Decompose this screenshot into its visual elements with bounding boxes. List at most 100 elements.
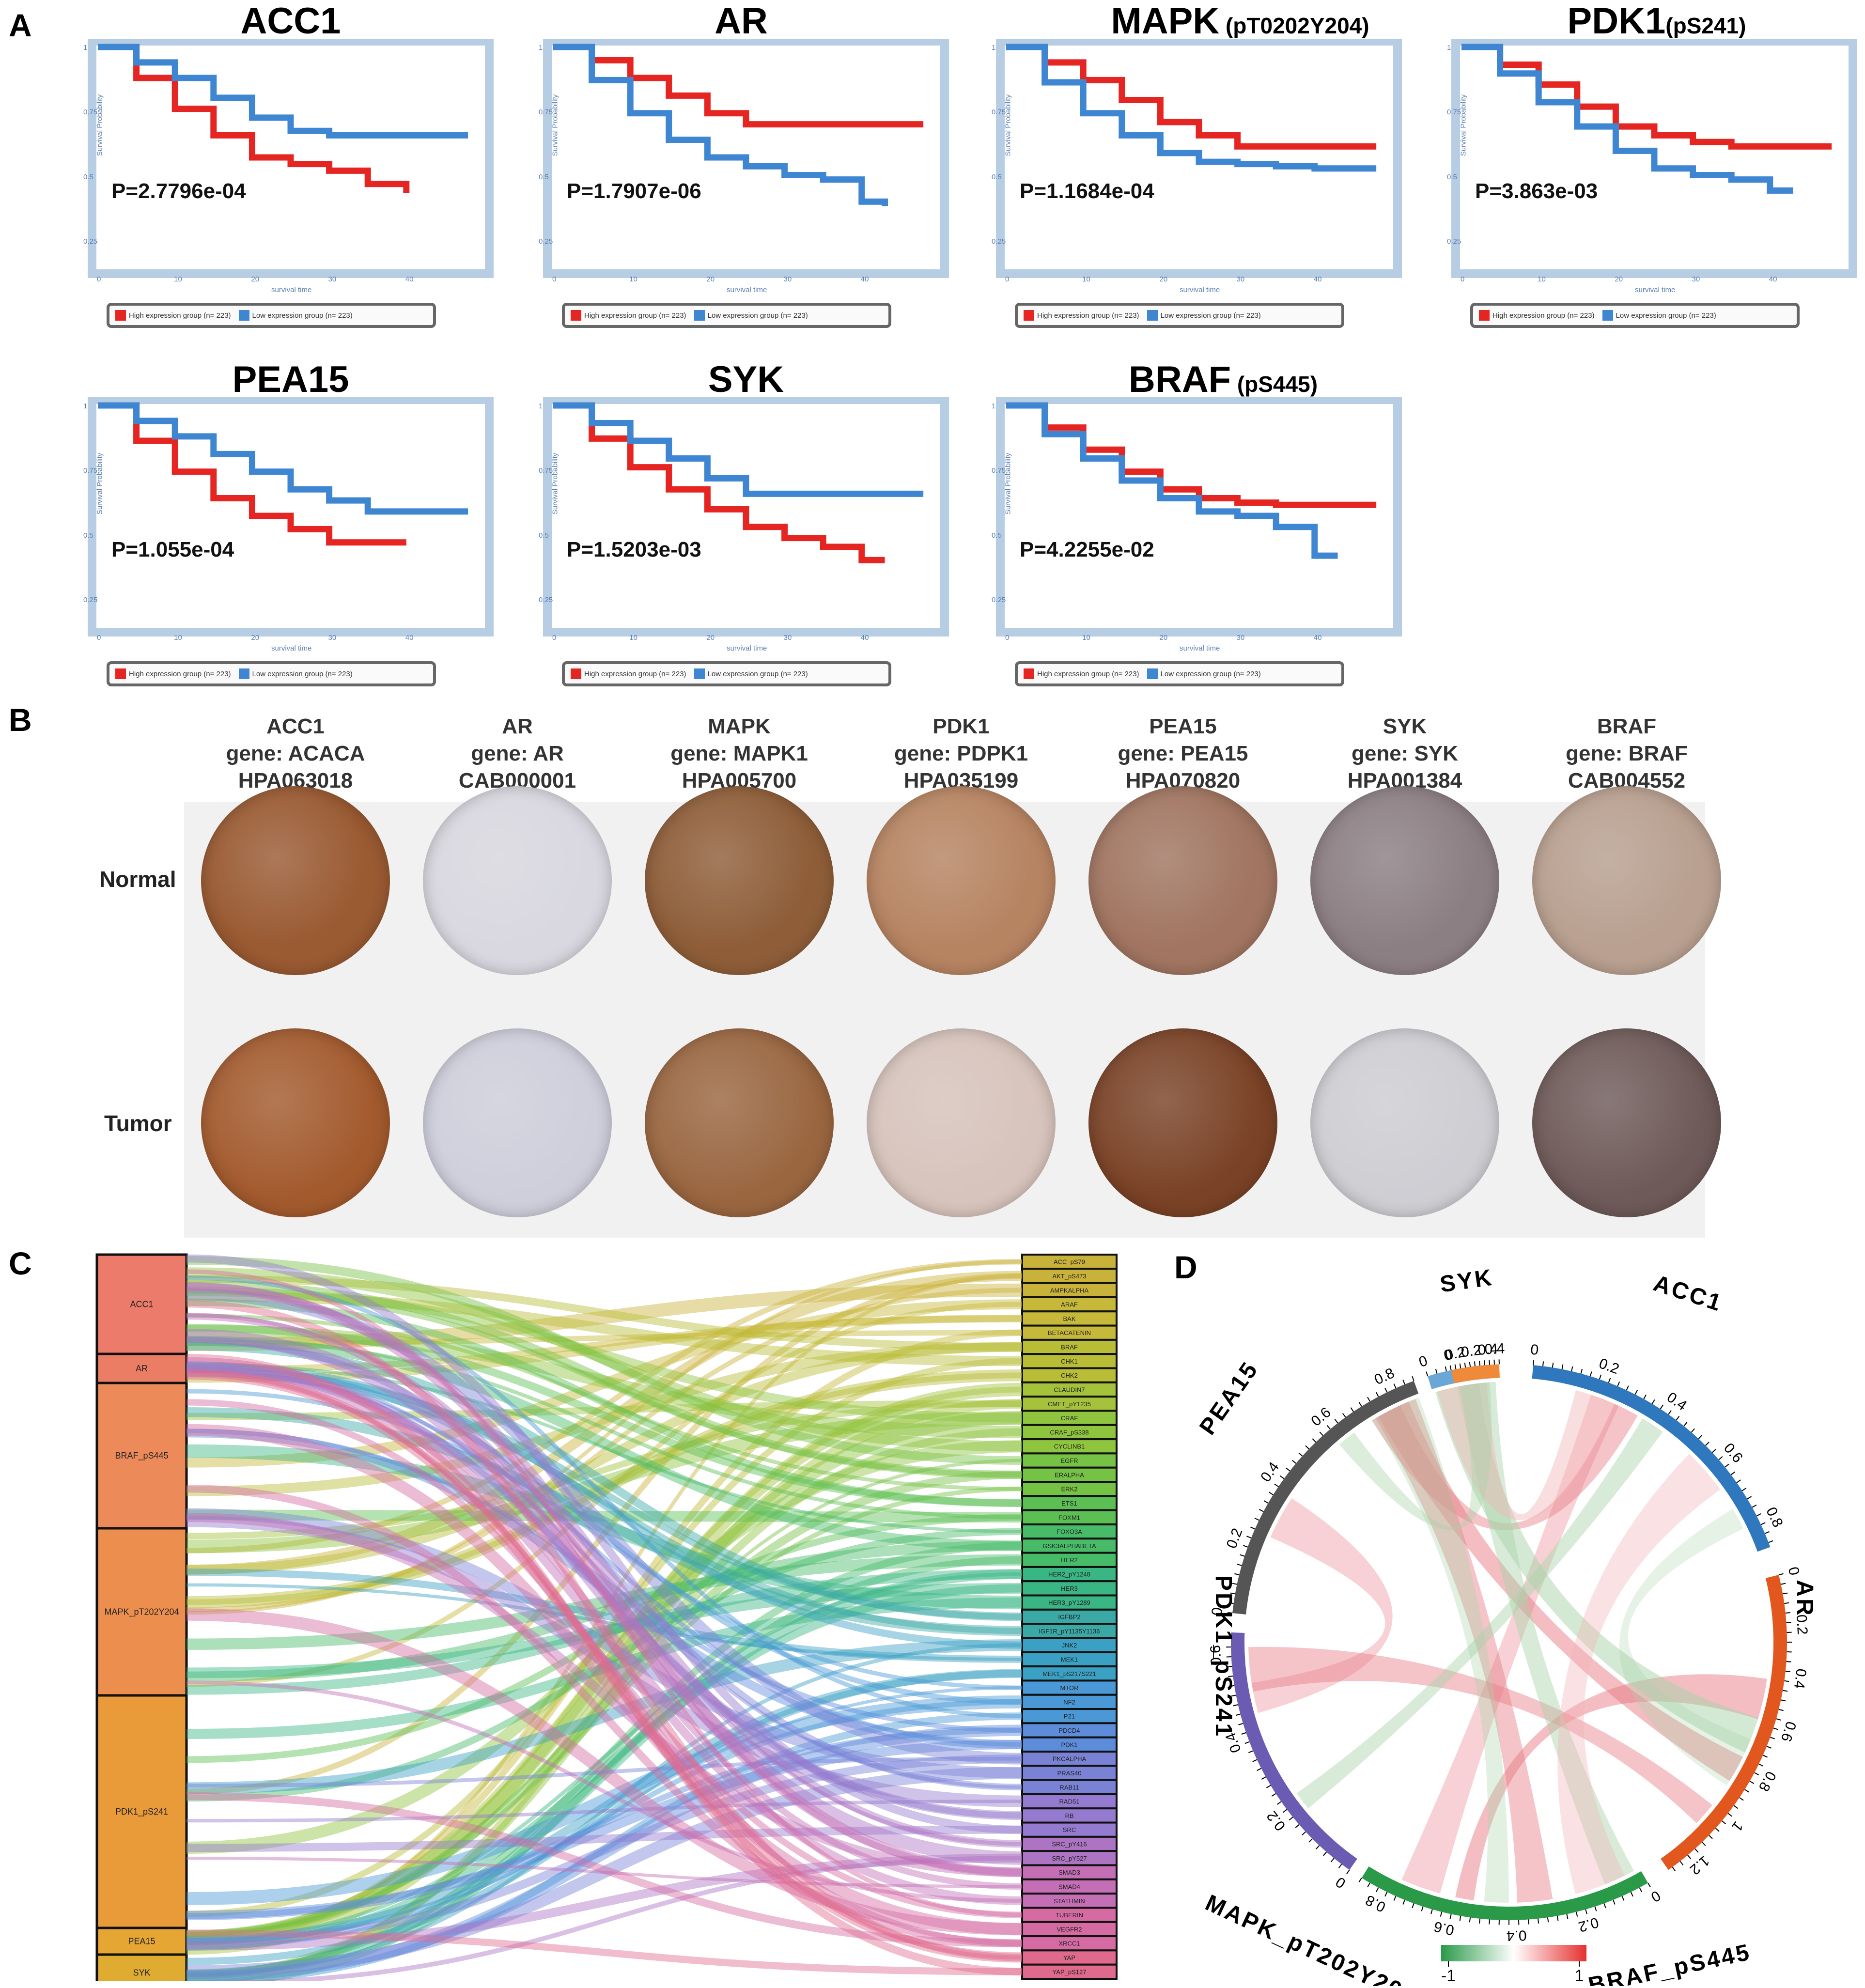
ihc-tumor-core bbox=[423, 1028, 612, 1217]
km-x-tick: 0 bbox=[1461, 275, 1465, 283]
km-title-main: AR bbox=[715, 0, 768, 42]
km-x-tick: 20 bbox=[706, 634, 715, 642]
km-plot bbox=[543, 39, 949, 278]
sankey-flow bbox=[186, 1361, 1023, 1789]
chord-tick bbox=[1308, 1838, 1313, 1843]
sankey-flow bbox=[186, 1540, 1023, 1682]
km-y-axis-label: Survival Probability bbox=[1004, 452, 1012, 515]
sankey-right-label: SRC_pY527 bbox=[1052, 1855, 1087, 1862]
sankey-flow bbox=[186, 1313, 1023, 1876]
sankey-flow bbox=[186, 1428, 1023, 1979]
chord-tick bbox=[1489, 1360, 1490, 1365]
sankey-right-node bbox=[1021, 1665, 1118, 1682]
chord-tick bbox=[1302, 1831, 1306, 1836]
sankey-right-label: JNK2 bbox=[1062, 1642, 1077, 1649]
sankey-flow bbox=[186, 1362, 1023, 1705]
chord-tick-label: 0.6 bbox=[1208, 1645, 1225, 1665]
sankey-right-label: IGFBP2 bbox=[1058, 1614, 1080, 1621]
chord-tick-label: 0.6 bbox=[1432, 1918, 1456, 1938]
chord-tick-label: 1 bbox=[1728, 1818, 1746, 1834]
chord-tick bbox=[1478, 1918, 1480, 1924]
sankey-flow bbox=[186, 1386, 1023, 1938]
chord-tick bbox=[1608, 1378, 1611, 1383]
chord-tick bbox=[1402, 1380, 1405, 1385]
chord-tick bbox=[1736, 1479, 1741, 1483]
legend-low: Low expression group (n= 223) bbox=[238, 668, 353, 679]
sankey-right-node bbox=[1021, 1438, 1118, 1455]
chord-tick bbox=[1694, 1848, 1699, 1853]
sankey-flow bbox=[186, 1329, 1023, 1865]
sankey-flow bbox=[186, 1754, 1023, 1946]
sankey-flow bbox=[186, 1554, 1023, 1650]
sankey-flow bbox=[186, 1364, 1023, 1820]
km-plot bbox=[88, 39, 494, 278]
km-x-tick: 40 bbox=[1313, 634, 1322, 642]
sankey-right-label: AMPKALPHA bbox=[1050, 1287, 1089, 1294]
sankey-right-label: FOXO3A bbox=[1057, 1528, 1082, 1536]
sankey-flow bbox=[186, 1366, 1023, 1620]
sankey-right-node bbox=[1021, 1254, 1118, 1270]
sankey-flow bbox=[186, 1583, 1023, 1661]
sankey-right-label: CLAUDIN7 bbox=[1054, 1386, 1085, 1393]
chord-tick bbox=[1647, 1882, 1651, 1888]
ihc-protein: SYK bbox=[1383, 714, 1427, 738]
sankey-right-label: CYCLINB1 bbox=[1054, 1443, 1085, 1450]
chord-ribbon bbox=[1372, 1398, 1509, 1903]
sankey-right-label: SRC bbox=[1063, 1826, 1076, 1833]
chord-tick bbox=[1412, 1903, 1414, 1909]
chord-tick bbox=[1228, 1675, 1233, 1677]
chord-tick bbox=[1621, 1895, 1625, 1901]
sankey-right-node bbox=[1021, 1452, 1118, 1469]
chord-tick bbox=[1712, 1448, 1716, 1453]
chord-ribbon bbox=[1437, 1382, 1616, 1521]
legend-text: High expression group (n= 223) bbox=[584, 669, 686, 678]
ihc-tumor-core bbox=[1532, 1028, 1721, 1217]
km-low-curve bbox=[1006, 44, 1377, 172]
chord-tick bbox=[1725, 1463, 1729, 1468]
sankey-flow bbox=[186, 1298, 1023, 1507]
chord-tick bbox=[1747, 1496, 1752, 1500]
legend-swatch bbox=[238, 668, 249, 679]
sankey-right-label: MEK1_pS217S221 bbox=[1042, 1670, 1096, 1677]
km-y-axis-label: Survival Probability bbox=[551, 452, 560, 515]
sankey-flow bbox=[186, 1669, 1023, 1945]
panel-letter-d: D bbox=[1174, 1249, 1197, 1285]
sankey-flow bbox=[186, 1429, 1023, 1749]
chord-tick bbox=[1594, 1906, 1597, 1911]
sankey-flow bbox=[186, 1542, 1023, 1977]
km-y-tick: 0.25 bbox=[539, 596, 553, 604]
km-x-tick: 0 bbox=[1005, 634, 1010, 642]
km-p-value: P=3.863e-03 bbox=[1475, 179, 1598, 203]
km-plot bbox=[543, 397, 949, 637]
sankey-flow bbox=[186, 1411, 1023, 1553]
sankey-flow bbox=[186, 1259, 1023, 1615]
legend-low: Low expression group (n= 223) bbox=[1602, 310, 1716, 321]
chord-tick bbox=[1660, 1404, 1663, 1410]
sankey-left-node bbox=[95, 1527, 188, 1697]
sankey-right-label: RAD51 bbox=[1059, 1798, 1080, 1805]
legend-text: Low expression group (n= 223) bbox=[252, 311, 353, 320]
km-y-tick: 0.25 bbox=[992, 596, 1006, 604]
sankey-flow bbox=[186, 1608, 1023, 1936]
chord-tick bbox=[1643, 1394, 1647, 1399]
km-y-tick: 0.5 bbox=[539, 531, 549, 540]
chord-ribbon bbox=[1435, 1383, 1758, 1753]
km-x-tick: 40 bbox=[405, 634, 414, 642]
chord-tick bbox=[1244, 1741, 1250, 1744]
sankey-flow bbox=[186, 1299, 1023, 1468]
chord-sector-label: PEA15 bbox=[1195, 1356, 1263, 1439]
km-x-tick: 20 bbox=[1159, 275, 1168, 283]
sankey-right-label: CRAF_pS338 bbox=[1050, 1429, 1088, 1436]
sankey-flow bbox=[186, 1639, 1023, 1794]
chord-tick bbox=[1229, 1685, 1235, 1687]
sankey-right-label: MEK1 bbox=[1061, 1656, 1078, 1663]
km-x-tick: 0 bbox=[552, 634, 557, 642]
chord-tick bbox=[1271, 1793, 1276, 1797]
chord-tick-label: 0.4 bbox=[1477, 1341, 1499, 1358]
km-p-value: P=4.2255e-02 bbox=[1020, 538, 1154, 561]
sankey-flow bbox=[186, 1724, 1023, 1981]
km-legend: High expression group (n= 223) Low expres… bbox=[562, 661, 891, 686]
chord-tick bbox=[1454, 1364, 1457, 1369]
km-y-tick: 0.75 bbox=[992, 466, 1006, 475]
chord-sector-label: ACC1 bbox=[1650, 1270, 1726, 1317]
